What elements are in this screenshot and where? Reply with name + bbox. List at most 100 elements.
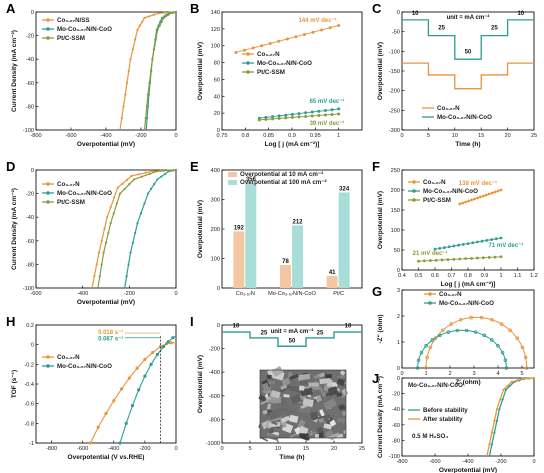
x-tick-label: 0 <box>174 291 177 297</box>
y-tick-label: 0 <box>31 343 34 349</box>
panel-label: A <box>6 1 16 16</box>
y-tick-label: 300 <box>211 198 220 204</box>
y-tick-label: 1 <box>397 340 400 346</box>
x-tick-label: 0.8 <box>241 133 249 139</box>
category-label: Co₃.₆₇N <box>236 291 255 297</box>
series-marker <box>124 93 127 96</box>
data-point <box>508 328 512 333</box>
y-tick-label: -300 <box>389 128 400 134</box>
x-tick-label: -800 <box>30 133 41 139</box>
series-marker <box>168 169 171 172</box>
legend-entry: Co₃.₆₇N <box>439 291 462 298</box>
sem-grain <box>336 416 346 424</box>
data-point <box>297 112 301 116</box>
data-point <box>461 201 465 205</box>
x-tick-label: -600 <box>429 459 440 465</box>
slope-label: 21 mV dec⁻¹ <box>413 250 448 257</box>
data-point <box>277 116 281 120</box>
bar <box>292 225 303 288</box>
sem-grain <box>281 377 291 386</box>
data-point <box>428 345 433 350</box>
series-marker <box>167 13 170 16</box>
series-marker <box>141 20 144 23</box>
legend-marker <box>46 364 50 368</box>
x-tick-label: 1 <box>499 273 502 279</box>
sem-grain <box>262 382 271 392</box>
series-marker <box>501 398 504 401</box>
series-marker <box>104 411 108 416</box>
x-tick-label: 0.6 <box>431 273 439 279</box>
data-point <box>487 192 491 196</box>
data-point <box>478 195 482 199</box>
series-marker <box>148 15 151 18</box>
data-point <box>290 112 294 116</box>
series-marker <box>490 431 494 434</box>
legend-marker <box>46 27 50 31</box>
series-marker <box>495 408 498 411</box>
series-marker <box>173 11 176 14</box>
series-marker <box>95 263 98 266</box>
x-tick-label: 0.95 <box>310 133 321 139</box>
sem-grain <box>313 375 321 379</box>
legend-entry: Overpotential at 10 mA cm⁻² <box>240 171 323 178</box>
x-axis-label: Z' (ohm) <box>455 379 480 386</box>
sem-grain <box>267 381 275 385</box>
legend-marker <box>428 292 432 296</box>
series-marker <box>131 241 134 244</box>
series-marker <box>174 10 178 14</box>
legend-entry: Pt/C-SSM <box>423 197 451 204</box>
x-tick-label: 1 <box>337 133 340 139</box>
series-marker <box>490 443 494 446</box>
y-tick-label: -100 <box>23 128 34 134</box>
x-tick-label: 5 <box>520 371 523 377</box>
series-line <box>97 169 177 289</box>
plot-frame <box>401 377 535 457</box>
x-axis-label: Overpotential (mV) <box>439 467 497 473</box>
y-tick-label: 0 <box>397 268 400 274</box>
data-point <box>251 46 255 50</box>
x-tick-label: 5 <box>248 446 251 452</box>
series-marker <box>160 16 164 19</box>
tof-label: 0.087 s⁻¹ <box>98 336 123 343</box>
slope-label: 144 mV dec⁻¹ <box>299 17 337 24</box>
series-marker <box>139 212 143 215</box>
data-point <box>476 256 479 260</box>
data-point <box>446 330 451 334</box>
panel-j: J-800 -600 -400 -200 0-100-80-60-40-200Overp… <box>372 371 536 473</box>
series-marker <box>131 48 134 51</box>
legend-marker <box>412 198 416 202</box>
data-point <box>523 355 528 360</box>
legend-marker <box>46 355 50 359</box>
bar <box>280 264 291 288</box>
series-marker <box>171 11 174 14</box>
bar-value-label: 41 <box>329 270 336 276</box>
current-label: 10 <box>233 323 240 329</box>
series-marker <box>151 58 154 61</box>
legend-marker <box>46 36 50 40</box>
bar <box>245 182 257 288</box>
series-marker <box>96 425 100 429</box>
series-marker <box>506 384 509 387</box>
data-point <box>297 115 301 119</box>
data-point <box>438 247 442 250</box>
data-point <box>484 193 488 197</box>
series-line <box>119 335 177 444</box>
data-point <box>294 35 298 39</box>
data-point <box>464 257 468 261</box>
sem-grain <box>331 382 338 388</box>
y-tick-label: 120 <box>211 27 220 33</box>
legend-swatch <box>228 172 237 177</box>
x-tick-label: -400 <box>77 291 88 297</box>
data-point <box>271 117 275 121</box>
x-axis-label: Overpotential (mV) <box>77 141 135 148</box>
data-point <box>458 257 462 261</box>
data-point <box>304 114 308 118</box>
series-line <box>486 377 535 457</box>
x-tick-label: 0.4 <box>398 273 406 279</box>
series-marker <box>127 69 130 73</box>
data-point <box>320 28 324 32</box>
series-marker <box>98 275 101 278</box>
y-tick-label: 100 <box>211 44 220 50</box>
data-point <box>268 41 272 45</box>
current-label: 50 <box>465 49 472 55</box>
